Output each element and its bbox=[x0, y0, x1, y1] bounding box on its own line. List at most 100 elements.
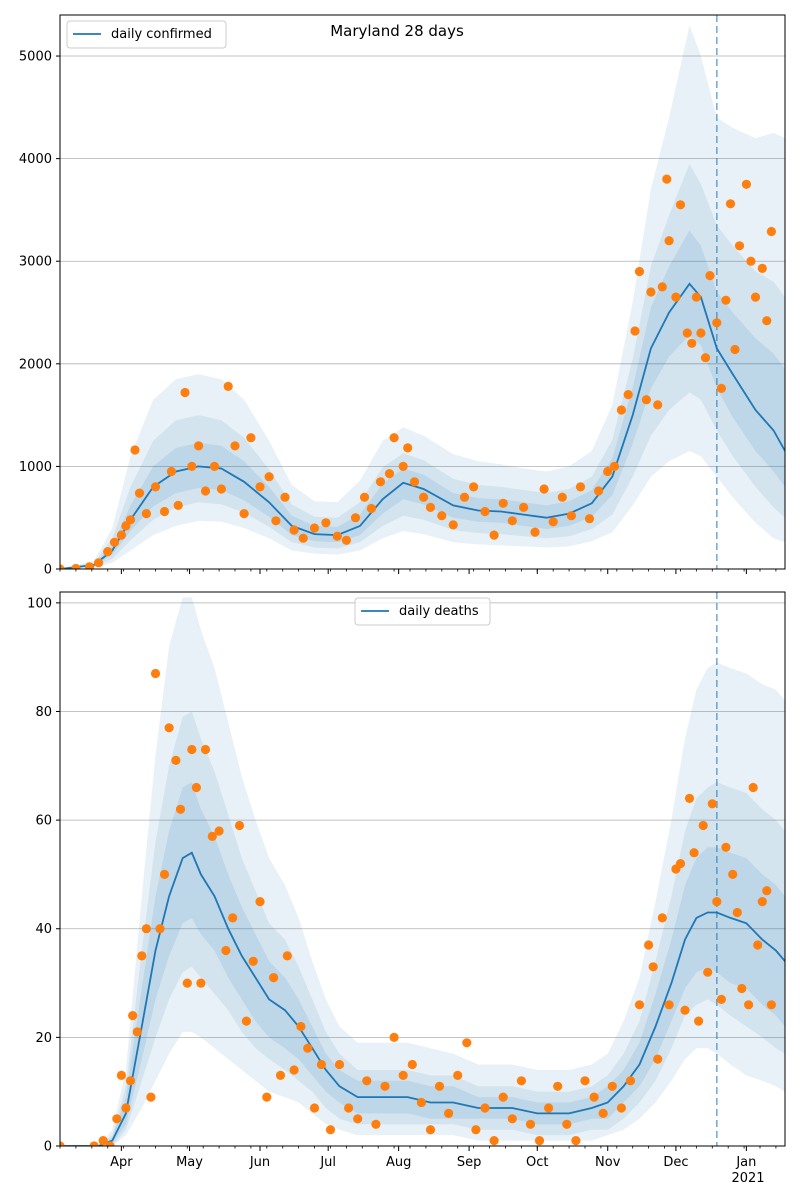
deaths-observed-point bbox=[228, 913, 238, 923]
confirmed-observed-point bbox=[480, 506, 490, 517]
deaths-observed-point bbox=[703, 967, 713, 977]
confirmed-observed-point bbox=[762, 316, 772, 326]
confirmed-observed-point bbox=[398, 461, 408, 471]
x-tick-label: Apr bbox=[110, 1155, 133, 1170]
confirmed-observed-point bbox=[730, 344, 740, 355]
deaths-observed-point bbox=[141, 924, 151, 934]
confirmed-y-axis: 0 1000 2000 3000 4000 5000 bbox=[19, 50, 60, 578]
deaths-observed-point bbox=[498, 1092, 508, 1102]
deaths-observed-point bbox=[462, 1038, 472, 1048]
chart-title: Maryland 28 days bbox=[330, 22, 464, 40]
deaths-observed-point bbox=[644, 940, 654, 950]
deaths-observed-point bbox=[689, 848, 699, 858]
confirmed-observed-point bbox=[498, 498, 508, 508]
confirmed-observed-point bbox=[84, 562, 95, 569]
confirmed-observed-point bbox=[194, 441, 204, 451]
confirmed-observed-point bbox=[725, 199, 736, 209]
deaths-observed-point bbox=[207, 831, 217, 842]
confirmed-band-outer bbox=[60, 25, 785, 569]
deaths-observed-point bbox=[416, 1097, 426, 1108]
deaths-observed-point bbox=[589, 1092, 599, 1102]
confirmed-observed-point bbox=[741, 179, 752, 189]
confirmed-observed-point bbox=[141, 508, 151, 519]
deaths-observed-point bbox=[234, 820, 245, 831]
confirmed-observed-point bbox=[419, 492, 429, 502]
deaths-observed-point bbox=[89, 1141, 99, 1146]
deaths-observed-point bbox=[744, 1000, 754, 1010]
confirmed-observed-point bbox=[350, 513, 361, 523]
deaths-observed-point bbox=[680, 1005, 690, 1015]
deaths-observed-point bbox=[303, 1043, 313, 1053]
confirmed-observed-point bbox=[646, 287, 656, 297]
confirmed-observed-point bbox=[469, 482, 479, 492]
deaths-x-axis: Apr May Jun Jul Aug Sep Oct Nov Dec Jan bbox=[59, 1146, 777, 1170]
confirmed-observed-point bbox=[687, 338, 697, 348]
confirmed-observed-point bbox=[200, 486, 211, 496]
deaths-observed-point bbox=[707, 799, 717, 809]
deaths-observed-point bbox=[757, 897, 767, 907]
deaths-observed-point bbox=[480, 1103, 490, 1113]
deaths-observed-point bbox=[616, 1103, 627, 1113]
deaths-observed-point bbox=[507, 1114, 517, 1124]
confirmed-observed-point bbox=[366, 503, 376, 514]
confirmed-y-tick-label: 4000 bbox=[19, 152, 52, 167]
deaths-observed-point bbox=[625, 1076, 636, 1086]
confirmed-observed-point bbox=[134, 488, 145, 498]
deaths-observed-point bbox=[648, 962, 658, 972]
deaths-observed-point bbox=[296, 1021, 306, 1032]
confirmed-observed-point bbox=[641, 395, 652, 405]
confirmed-observed-point bbox=[616, 405, 627, 415]
deaths-band-outer bbox=[60, 597, 785, 1146]
confirmed-observed-point bbox=[696, 328, 706, 338]
deaths-observed-point bbox=[125, 1076, 136, 1086]
confirmed-observed-point bbox=[116, 530, 126, 540]
confirmed-observed-point bbox=[280, 492, 290, 502]
confirmed-observed-point bbox=[653, 400, 663, 410]
deaths-observed-point bbox=[344, 1103, 354, 1113]
confirmed-observed-point bbox=[94, 558, 104, 568]
confirmed-legend-label: daily confirmed bbox=[111, 27, 212, 42]
deaths-y-tick-label: 60 bbox=[35, 814, 52, 829]
confirmed-observed-point bbox=[384, 469, 395, 479]
deaths-observed-point bbox=[728, 869, 738, 880]
deaths-observed-point bbox=[362, 1076, 372, 1086]
deaths-observed-point bbox=[191, 782, 201, 793]
deaths-observed-point bbox=[98, 1136, 108, 1146]
deaths-observed-point bbox=[248, 956, 258, 966]
confirmed-observed-point bbox=[700, 353, 711, 363]
confirmed-observed-point bbox=[180, 387, 190, 398]
confirmed-observed-point bbox=[239, 508, 249, 519]
confirmed-observed-point bbox=[657, 282, 667, 292]
deaths-observed-point bbox=[159, 869, 170, 880]
deaths-model-line bbox=[60, 851, 785, 1146]
deaths-observed-point bbox=[255, 897, 265, 907]
confirmed-observed-point bbox=[566, 511, 577, 521]
deaths-observed-point bbox=[534, 1136, 545, 1146]
deaths-y-tick-label: 80 bbox=[35, 705, 52, 720]
deaths-observed-point bbox=[146, 1092, 156, 1102]
deaths-observed-point bbox=[562, 1119, 572, 1129]
confirmed-observed-point bbox=[359, 492, 370, 502]
confirmed-observed-point bbox=[246, 433, 256, 443]
confirmed-observed-point bbox=[548, 517, 558, 527]
deaths-y-tick-label: 20 bbox=[35, 1031, 52, 1046]
deaths-observed-point bbox=[121, 1103, 131, 1113]
deaths-observed-point bbox=[407, 1059, 417, 1070]
confirmed-observed-point bbox=[691, 292, 702, 302]
deaths-observed-point bbox=[282, 951, 292, 961]
confirmed-observed-point bbox=[255, 482, 265, 492]
confirmed-observed-point bbox=[448, 520, 458, 530]
confirmed-observed-point bbox=[289, 525, 299, 535]
deaths-observed-point bbox=[753, 940, 763, 950]
x-tick-label: Jul bbox=[319, 1155, 336, 1170]
confirmed-observed-point bbox=[332, 531, 342, 541]
deaths-y-tick-label: 100 bbox=[27, 596, 52, 611]
confirmed-observed-point bbox=[664, 236, 674, 246]
confirmed-observed-point bbox=[766, 226, 777, 237]
confirmed-observed-point bbox=[341, 535, 351, 545]
x-tick-label: Sep bbox=[457, 1155, 482, 1170]
deaths-observed-point bbox=[389, 1032, 399, 1042]
deaths-observed-point bbox=[571, 1136, 581, 1146]
deaths-observed-point bbox=[289, 1065, 299, 1075]
confirmed-observed-point bbox=[734, 241, 745, 251]
